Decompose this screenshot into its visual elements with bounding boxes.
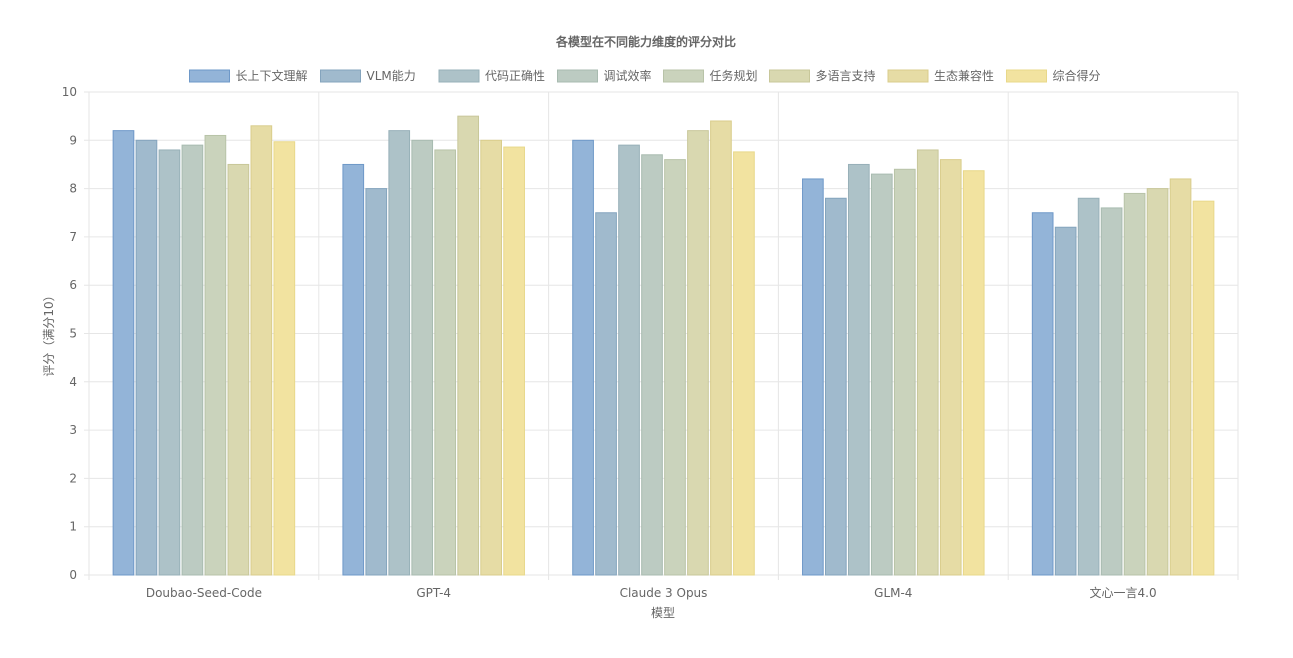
bar xyxy=(158,149,181,576)
bar xyxy=(204,134,227,576)
y-tick-label: 1 xyxy=(69,520,77,534)
y-tick-label: 0 xyxy=(69,568,77,582)
x-tick-label: Doubao-Seed-Code xyxy=(146,586,262,600)
bar xyxy=(825,197,847,576)
legend-swatch xyxy=(1006,69,1047,83)
bar xyxy=(135,139,158,576)
bar xyxy=(112,130,135,576)
legend-swatch xyxy=(557,69,598,83)
bar xyxy=(181,144,204,576)
bar xyxy=(687,130,709,576)
bar xyxy=(503,146,525,576)
bar xyxy=(411,139,434,576)
bar xyxy=(480,139,502,576)
legend-swatch xyxy=(189,69,230,83)
bar xyxy=(227,163,250,576)
x-tick-label: GPT-4 xyxy=(416,586,451,600)
legend-swatch xyxy=(769,69,810,83)
legend-item: VLM能力 xyxy=(320,69,416,83)
bar xyxy=(273,141,296,576)
bar xyxy=(893,168,916,576)
y-axis-label: 评分（满分10） xyxy=(42,289,56,376)
y-tick-label: 10 xyxy=(62,85,77,99)
legend-label: 综合得分 xyxy=(1053,68,1101,83)
legend-item: 任务规划 xyxy=(663,68,758,83)
bars xyxy=(112,115,1215,576)
bar xyxy=(1077,197,1100,576)
bar xyxy=(710,120,732,576)
bar xyxy=(1192,200,1215,576)
y-tick-label: 5 xyxy=(69,327,77,341)
legend-label: VLM能力 xyxy=(367,69,416,83)
bar xyxy=(1146,188,1169,576)
bar xyxy=(962,170,985,576)
bar xyxy=(916,149,939,576)
legend-label: 任务规划 xyxy=(710,68,758,83)
legend-label: 生态兼容性 xyxy=(934,68,994,83)
bar xyxy=(572,139,594,576)
bar xyxy=(342,163,365,576)
y-tick-label: 7 xyxy=(69,230,77,244)
bar xyxy=(847,163,870,576)
bar xyxy=(365,188,388,576)
y-tick-label: 3 xyxy=(69,423,77,437)
bar xyxy=(457,115,480,576)
x-axis-ticks: Doubao-Seed-Code GPT-4 Claude 3 Opus GLM-4 文… xyxy=(146,585,1157,600)
y-tick-label: 6 xyxy=(69,278,77,292)
bar xyxy=(802,178,824,576)
bar xyxy=(595,212,617,576)
legend-swatch xyxy=(887,69,929,83)
legend: 长上下文理解 VLM能力 代码正确性 调试效率 任务规划 多语言支持 生态兼容性 综合得分 xyxy=(189,68,1101,83)
legend-swatch xyxy=(438,69,480,83)
bar xyxy=(1054,226,1077,576)
x-tick-label: GLM-4 xyxy=(874,586,912,600)
bar xyxy=(1100,207,1123,576)
legend-item: 生态兼容性 xyxy=(887,68,994,83)
legend-swatch xyxy=(320,69,361,83)
legend-item: 综合得分 xyxy=(1006,68,1101,83)
bar xyxy=(733,151,755,576)
y-tick-label: 4 xyxy=(69,375,77,389)
legend-label: 长上下文理解 xyxy=(236,68,308,83)
y-tick-label: 2 xyxy=(69,471,77,485)
bar xyxy=(1123,192,1146,576)
x-tick-label: Claude 3 Opus xyxy=(620,586,708,600)
legend-swatch xyxy=(663,69,704,83)
y-axis-ticks: 0 1 2 3 4 5 6 7 8 9 10 xyxy=(62,85,77,582)
chart-title: 各模型在不同能力维度的评分对比 xyxy=(555,34,736,49)
bar xyxy=(939,159,962,576)
legend-label: 调试效率 xyxy=(604,68,652,83)
legend-label: 多语言支持 xyxy=(816,68,876,83)
legend-label: 代码正确性 xyxy=(485,69,545,83)
bar xyxy=(1169,178,1192,576)
y-tick-label: 8 xyxy=(69,182,77,196)
bar xyxy=(1031,212,1054,576)
legend-item: 调试效率 xyxy=(557,68,652,83)
x-tick-label: 文心一言4.0 xyxy=(1090,585,1157,600)
bar xyxy=(618,144,640,576)
legend-item: 代码正确性 xyxy=(438,69,545,83)
bar xyxy=(664,159,686,576)
bar xyxy=(870,173,893,576)
legend-item: 长上下文理解 xyxy=(189,68,308,83)
bar xyxy=(388,130,411,576)
bar xyxy=(434,149,457,576)
bar xyxy=(250,125,273,576)
bar xyxy=(641,154,663,576)
legend-item: 多语言支持 xyxy=(769,68,876,83)
x-axis-label: 模型 xyxy=(651,606,675,620)
y-tick-label: 9 xyxy=(69,133,77,147)
